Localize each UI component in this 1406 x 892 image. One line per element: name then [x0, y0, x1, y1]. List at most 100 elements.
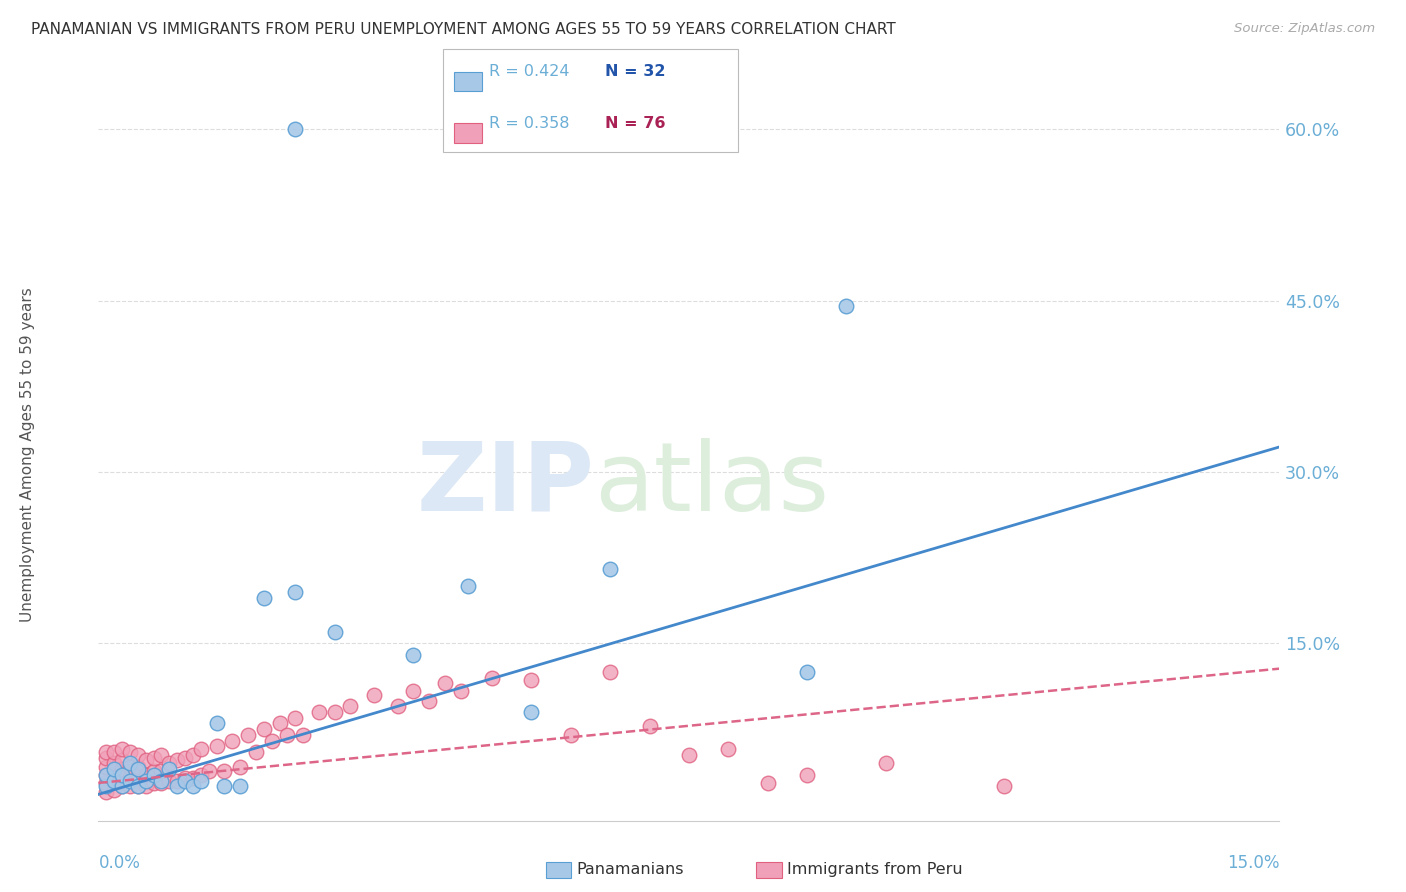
- Text: N = 76: N = 76: [605, 116, 665, 130]
- Point: [457, 579, 479, 593]
- Point: [142, 776, 165, 790]
- Point: [181, 772, 204, 786]
- Point: [520, 705, 543, 719]
- Text: atlas: atlas: [595, 438, 830, 531]
- Point: [253, 591, 276, 605]
- Point: [118, 745, 141, 759]
- Point: [284, 585, 307, 599]
- Point: [678, 748, 700, 763]
- Point: [135, 780, 157, 794]
- Point: [111, 741, 134, 756]
- Text: N = 32: N = 32: [605, 64, 665, 79]
- Point: [166, 753, 188, 767]
- Point: [111, 772, 134, 786]
- Point: [190, 741, 212, 756]
- Point: [174, 773, 197, 788]
- Point: [181, 748, 204, 763]
- Point: [150, 773, 173, 788]
- Point: [269, 716, 291, 731]
- Point: [157, 773, 180, 788]
- Point: [174, 772, 197, 786]
- Point: [142, 768, 165, 782]
- Point: [118, 756, 141, 771]
- Point: [96, 745, 118, 759]
- Point: [135, 768, 157, 782]
- Point: [284, 122, 307, 136]
- Point: [363, 688, 385, 702]
- Point: [205, 739, 228, 754]
- Point: [402, 684, 425, 698]
- Point: [127, 770, 149, 784]
- Point: [96, 785, 118, 799]
- Point: [253, 723, 276, 737]
- Point: [111, 762, 134, 776]
- Point: [166, 773, 188, 788]
- Point: [157, 756, 180, 771]
- Point: [433, 676, 456, 690]
- Point: [118, 773, 141, 788]
- Point: [260, 733, 283, 747]
- Text: ZIP: ZIP: [416, 438, 595, 531]
- Point: [236, 728, 259, 742]
- Point: [150, 748, 173, 763]
- Point: [142, 751, 165, 765]
- Point: [127, 748, 149, 763]
- Point: [118, 780, 141, 794]
- Point: [174, 751, 197, 765]
- Point: [190, 773, 212, 788]
- Point: [103, 756, 125, 771]
- Text: 0.0%: 0.0%: [98, 854, 141, 871]
- Point: [111, 780, 134, 794]
- Point: [323, 625, 346, 640]
- Point: [339, 699, 361, 714]
- Point: [103, 764, 125, 779]
- Point: [103, 773, 125, 788]
- Point: [135, 773, 157, 788]
- Text: R = 0.424: R = 0.424: [489, 64, 569, 79]
- Point: [103, 782, 125, 797]
- Point: [181, 780, 204, 794]
- Point: [993, 780, 1015, 794]
- Point: [481, 671, 503, 685]
- Point: [284, 711, 307, 725]
- Point: [118, 760, 141, 774]
- Text: Unemployment Among Ages 55 to 59 years: Unemployment Among Ages 55 to 59 years: [20, 287, 35, 623]
- Point: [229, 780, 252, 794]
- Text: Source: ZipAtlas.com: Source: ZipAtlas.com: [1234, 22, 1375, 36]
- Point: [157, 762, 180, 776]
- Point: [875, 756, 897, 771]
- Point: [127, 780, 149, 794]
- Text: PANAMANIAN VS IMMIGRANTS FROM PERU UNEMPLOYMENT AMONG AGES 55 TO 59 YEARS CORREL: PANAMANIAN VS IMMIGRANTS FROM PERU UNEMP…: [31, 22, 896, 37]
- Point: [135, 753, 157, 767]
- Point: [450, 684, 472, 698]
- Point: [103, 773, 125, 788]
- Point: [323, 705, 346, 719]
- Point: [717, 741, 740, 756]
- Point: [111, 768, 134, 782]
- Point: [127, 760, 149, 774]
- Point: [127, 762, 149, 776]
- Point: [308, 705, 330, 719]
- Point: [127, 780, 149, 794]
- Text: R = 0.358: R = 0.358: [489, 116, 569, 130]
- Point: [599, 562, 621, 576]
- Point: [96, 768, 118, 782]
- Point: [292, 728, 315, 742]
- Point: [756, 776, 779, 790]
- Point: [638, 719, 661, 733]
- Point: [118, 770, 141, 784]
- Point: [245, 745, 267, 759]
- Point: [835, 299, 858, 313]
- Point: [205, 716, 228, 731]
- Point: [214, 764, 236, 779]
- Text: 15.0%: 15.0%: [1227, 854, 1279, 871]
- Point: [96, 776, 118, 790]
- Point: [142, 764, 165, 779]
- Point: [418, 693, 440, 707]
- Point: [150, 776, 173, 790]
- Point: [560, 728, 582, 742]
- Point: [150, 764, 173, 779]
- Point: [197, 764, 219, 779]
- Point: [229, 760, 252, 774]
- Point: [796, 768, 818, 782]
